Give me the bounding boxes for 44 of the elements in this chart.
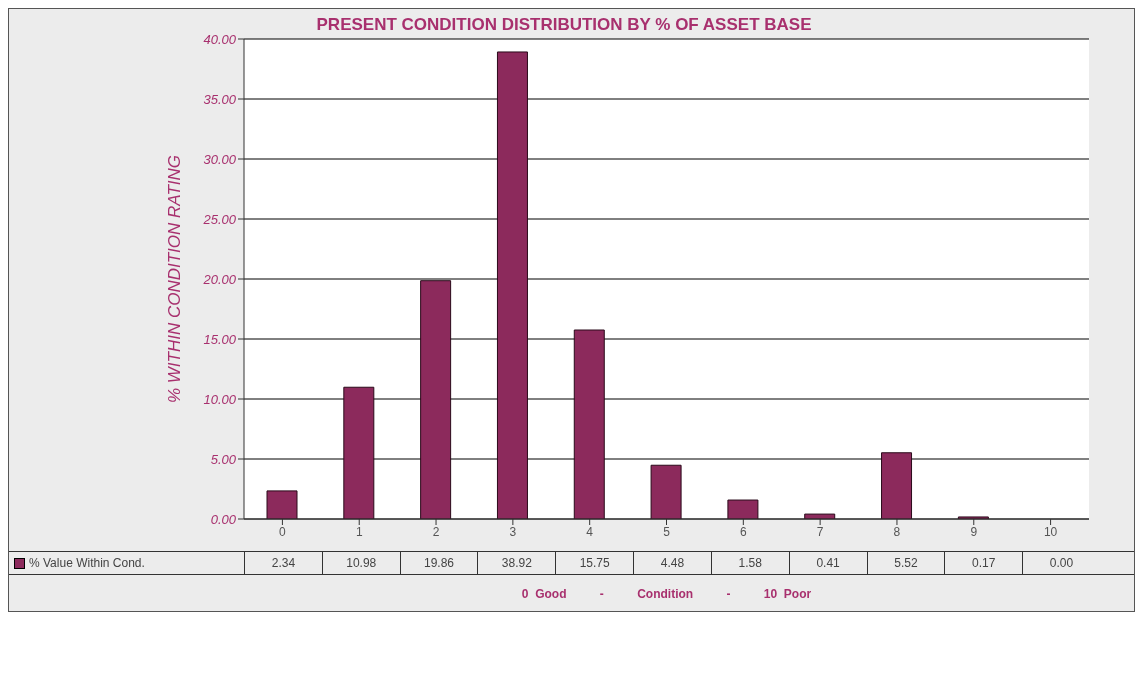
x-tick-label: 6: [739, 524, 747, 539]
x-tick-label: 1: [355, 524, 363, 539]
bar: [343, 386, 375, 519]
data-label: 4.48: [633, 552, 711, 574]
bar: [804, 513, 836, 519]
x-tick-label: 4: [586, 524, 594, 539]
y-tick-label: 20.00: [202, 271, 237, 287]
x-tick-label: 0: [279, 524, 287, 539]
bar: [266, 490, 298, 519]
x-tick-label: 5: [663, 524, 671, 539]
y-axis-title: % WITHIN CONDITION RATING: [165, 154, 185, 404]
x-axis-title: 0 Good - Condition - 10 Poor: [520, 587, 813, 601]
data-label: 38.92: [477, 552, 556, 574]
x-tick-label: 3: [509, 524, 517, 539]
data-label: 1.58: [710, 552, 789, 574]
bar: [650, 464, 682, 519]
bar: [881, 452, 913, 519]
data-label: 10.98: [321, 552, 400, 574]
y-tick-label: 15.00: [203, 331, 237, 347]
y-tick-label: 30.00: [203, 151, 237, 167]
y-tick-label: 25.00: [202, 211, 237, 227]
x-tick-label: 10: [1043, 524, 1058, 539]
data-label: 0.41: [788, 552, 867, 574]
x-tick-label: 8: [893, 524, 901, 539]
x-tick-label: 7: [816, 524, 824, 539]
data-label: 5.52: [866, 552, 945, 574]
y-tick-label: 35.00: [203, 91, 237, 107]
y-tick-label: 10.00: [203, 391, 237, 407]
chart-title: PRESENT CONDITION DISTRIBUTION BY % OF ASSET BASE: [316, 15, 812, 34]
data-label: 2.34: [244, 552, 322, 574]
y-tick-label: 40.00: [203, 31, 237, 47]
bar: [573, 329, 605, 519]
data-label: 15.75: [555, 552, 634, 574]
y-tick-label: 0.00: [210, 511, 237, 527]
data-label: 19.86: [399, 552, 478, 574]
y-tick-label: 5.00: [210, 451, 237, 467]
bar: [727, 499, 759, 519]
legend-label: % Value Within Cond.: [29, 556, 145, 570]
bar: [496, 51, 528, 519]
bar: [420, 280, 452, 519]
data-label: 0.00: [1022, 552, 1100, 574]
x-tick-label: 2: [432, 524, 440, 539]
x-tick-label: 9: [970, 524, 978, 539]
data-label: 0.17: [944, 552, 1023, 574]
